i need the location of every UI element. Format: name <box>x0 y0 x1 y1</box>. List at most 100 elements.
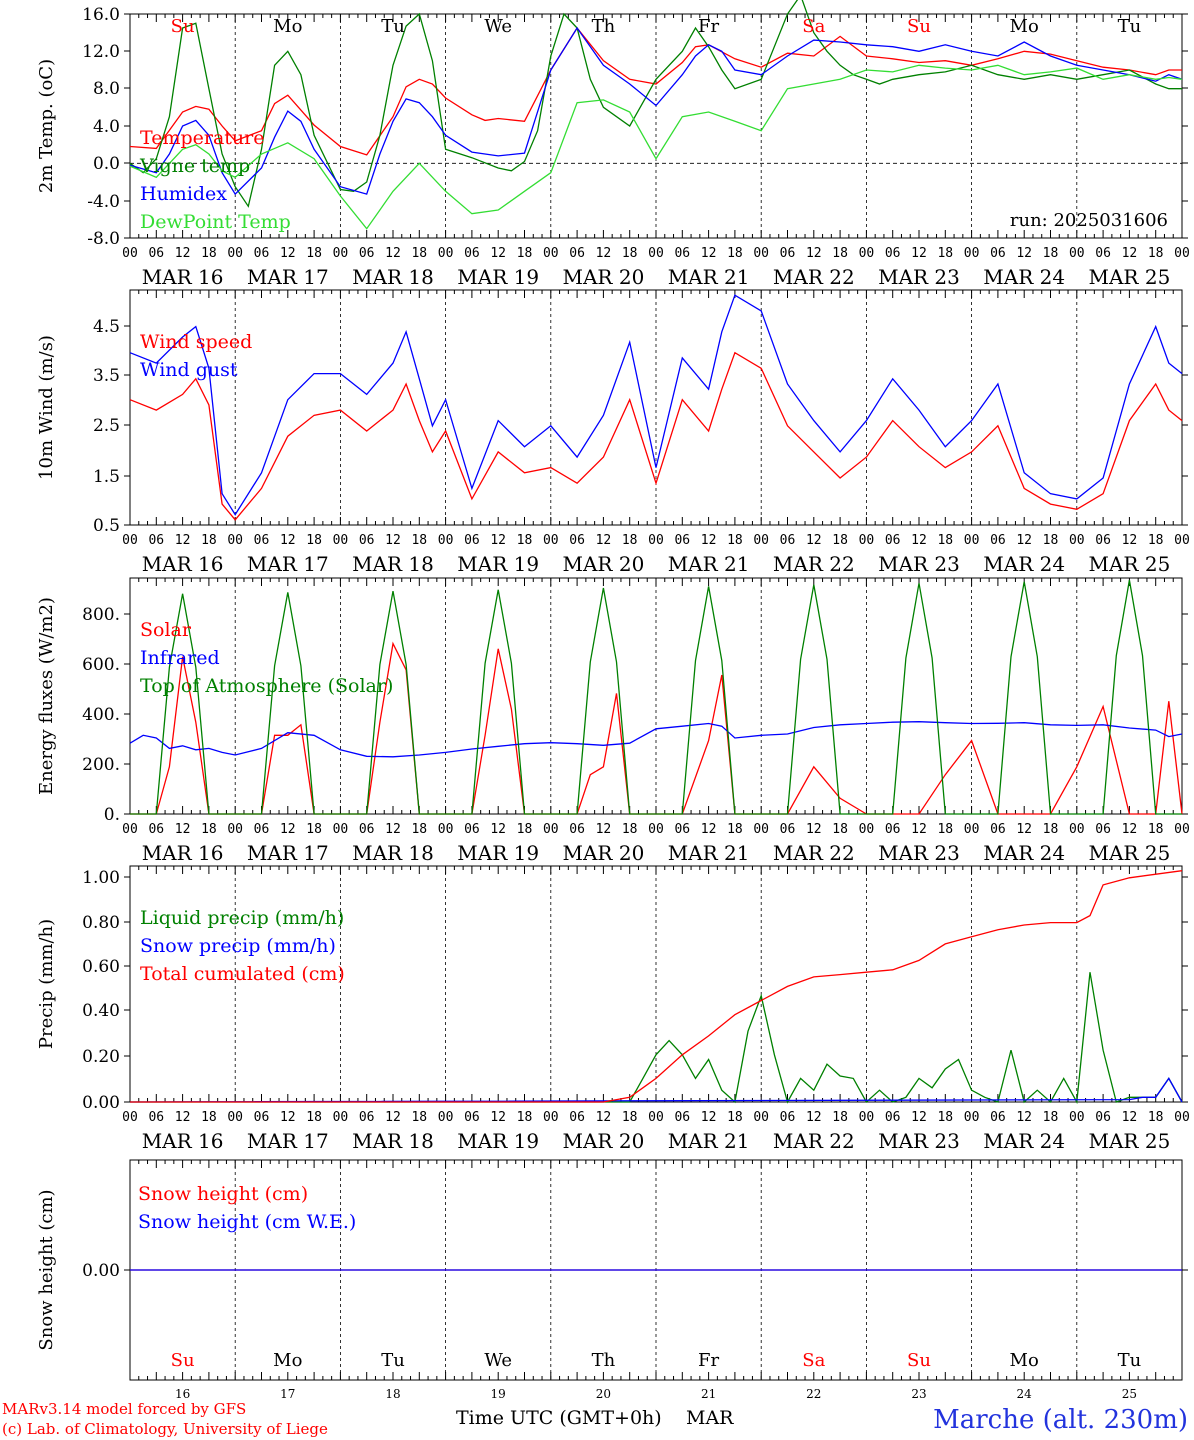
hour-tick-label: 06 <box>464 246 480 261</box>
hour-tick-label: 06 <box>148 246 164 261</box>
hour-tick-label: 00 <box>122 246 138 261</box>
day-name: We <box>484 16 512 37</box>
date-label: MAR 23 <box>878 841 960 865</box>
hour-tick-label: 06 <box>254 533 270 548</box>
hour-tick-label: 12 <box>806 533 822 548</box>
date-label: MAR 21 <box>668 841 750 865</box>
hour-tick-label: 12 <box>701 533 717 548</box>
hour-tick-label: 12 <box>175 822 191 837</box>
date-label: MAR 19 <box>457 1129 539 1153</box>
hour-tick-label: 12 <box>1016 246 1032 261</box>
hour-tick-label: 12 <box>280 533 296 548</box>
date-label: MAR 23 <box>878 265 960 289</box>
y-axis-label: Precip (mm/h) <box>36 919 57 1049</box>
y-axis-label: Snow height (cm) <box>36 1189 57 1350</box>
y-tick-label: 0.60 <box>82 957 120 977</box>
hour-tick-label: 06 <box>780 822 796 837</box>
y-tick-label: 0.00 <box>82 1093 120 1113</box>
date-label: MAR 23 <box>878 552 960 576</box>
hour-tick-label: 12 <box>385 1110 401 1125</box>
day-name: Mo <box>1010 1350 1039 1371</box>
date-label: MAR 18 <box>352 265 434 289</box>
y-tick-label: 2.5 <box>93 416 120 436</box>
hour-tick-label: 00 <box>964 246 980 261</box>
day-name: Th <box>592 16 616 37</box>
hour-tick-label: 12 <box>1016 822 1032 837</box>
date-label: MAR 16 <box>142 841 224 865</box>
hour-tick-label: 12 <box>1122 822 1138 837</box>
hour-tick-label: 18 <box>306 822 322 837</box>
hour-tick-label: 12 <box>596 533 612 548</box>
hour-tick-label: 00 <box>648 246 664 261</box>
date-label: MAR 22 <box>773 552 855 576</box>
hour-tick-label: 00 <box>648 822 664 837</box>
hour-tick-label: 18 <box>201 533 217 548</box>
hour-tick-label: 12 <box>1016 1110 1032 1125</box>
hour-tick-label: 06 <box>885 822 901 837</box>
hour-tick-label: 00 <box>122 533 138 548</box>
hour-tick-label: 06 <box>990 822 1006 837</box>
date-label: MAR 19 <box>457 552 539 576</box>
hour-tick-label: 06 <box>780 533 796 548</box>
y-tick-label: 8.0 <box>93 79 120 99</box>
hour-tick-label: 06 <box>359 822 375 837</box>
hour-tick-label: 06 <box>780 246 796 261</box>
panel-5: 0.00 Snow height (cm) Snow height (cm) Snow… <box>36 1159 1188 1381</box>
hour-tick-label: 12 <box>175 533 191 548</box>
hour-tick-label: 12 <box>1122 246 1138 261</box>
hour-tick-label: 00 <box>227 1110 243 1125</box>
hour-tick-label: 18 <box>306 1110 322 1125</box>
panel-3: 0. 200. 400. 600. 800. Energy fluxes (W/m2) 00… <box>36 577 1190 865</box>
series-line-top-of-atmosphere-solar- <box>130 579 1182 815</box>
hour-tick-label: 00 <box>438 533 454 548</box>
hour-tick-label: 12 <box>596 822 612 837</box>
day-name: Su <box>171 1350 195 1371</box>
hour-tick-label: 06 <box>569 1110 585 1125</box>
hour-tick-label: 18 <box>937 533 953 548</box>
hour-tick-label: 06 <box>359 1110 375 1125</box>
hour-tick-label: 18 <box>832 533 848 548</box>
date-label: MAR 17 <box>247 1129 329 1153</box>
day-name: Su <box>907 1350 931 1371</box>
hour-tick-label: 18 <box>622 246 638 261</box>
date-label: MAR 21 <box>668 265 750 289</box>
day-number: 23 <box>911 1387 926 1401</box>
hour-tick-label: 18 <box>832 1110 848 1125</box>
hour-tick-label: 00 <box>1069 1110 1085 1125</box>
hour-tick-label: 12 <box>596 246 612 261</box>
legend-entry: Humidex <box>140 183 227 205</box>
hour-tick-label: 18 <box>306 246 322 261</box>
date-label: MAR 16 <box>142 1129 224 1153</box>
series-line-humidex <box>129 26 1183 196</box>
hour-tick-label: 00 <box>1174 822 1190 837</box>
y-tick-label: 4.0 <box>93 117 120 137</box>
hour-tick-label: 18 <box>1043 1110 1059 1125</box>
hour-tick-label: 06 <box>569 246 585 261</box>
hour-tick-label: 12 <box>911 533 927 548</box>
hour-tick-label: 06 <box>1095 822 1111 837</box>
hour-tick-label: 18 <box>1148 822 1164 837</box>
day-number: 18 <box>385 1387 400 1401</box>
hour-tick-label: 00 <box>227 246 243 261</box>
hour-tick-label: 12 <box>490 822 506 837</box>
credit-model: MARv3.14 model forced by GFS <box>2 1400 246 1418</box>
series-line-dewpoint-temp <box>129 64 1183 230</box>
hour-tick-label: 06 <box>674 1110 690 1125</box>
hour-tick-label: 06 <box>464 1110 480 1125</box>
credit-lab: (c) Lab. of Climatology, University of L… <box>2 1420 328 1438</box>
hour-tick-label: 12 <box>385 246 401 261</box>
hour-tick-label: 00 <box>859 822 875 837</box>
hour-tick-label: 12 <box>911 1110 927 1125</box>
y-tick-label: 0.5 <box>93 516 120 536</box>
hour-tick-label: 12 <box>280 246 296 261</box>
hour-tick-label: 18 <box>201 822 217 837</box>
hour-tick-label: 18 <box>622 822 638 837</box>
date-label: MAR 19 <box>457 841 539 865</box>
y-tick-label: 0.0 <box>93 154 120 174</box>
hour-tick-label: 12 <box>911 246 927 261</box>
hour-tick-label: 06 <box>254 1110 270 1125</box>
hour-tick-label: 06 <box>885 533 901 548</box>
hour-tick-label: 06 <box>1095 246 1111 261</box>
hour-tick-label: 00 <box>1174 246 1190 261</box>
hour-tick-label: 12 <box>1122 533 1138 548</box>
